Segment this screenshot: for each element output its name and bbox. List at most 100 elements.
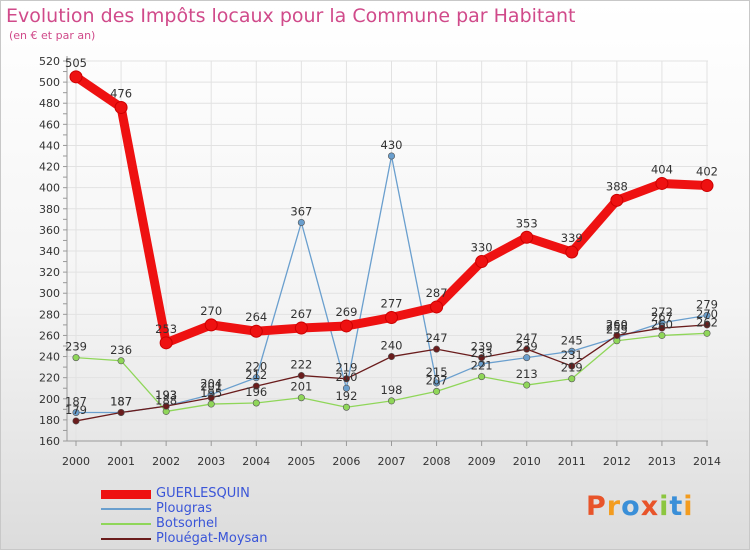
data-point [207,400,215,408]
data-point [478,354,486,362]
data-label: 404 [651,162,673,176]
data-point [252,382,260,390]
data-label: 220 [245,360,267,374]
y-tick-label: 420 [39,161,60,174]
legend-swatch-plougras [101,508,151,510]
x-tick-label: 2008 [423,455,451,468]
data-point [72,408,80,416]
data-label: 262 [696,315,718,329]
x-tick-label: 2000 [62,455,90,468]
logo-letter: P [586,491,607,522]
series-layer [69,70,714,425]
data-point [117,408,125,416]
data-label: 193 [155,388,177,402]
data-label: 339 [561,231,583,245]
y-tick-label: 400 [39,182,60,195]
x-tick-label: 2003 [197,455,225,468]
data-point [655,176,669,190]
legend-swatch-plouegat-moysan [101,538,151,540]
data-label: 236 [110,343,132,357]
data-label: 255 [606,323,628,337]
data-label: 219 [561,361,583,375]
data-label: 187 [110,395,132,409]
data-point [342,403,350,411]
data-label: 222 [290,358,312,372]
data-label: 198 [381,383,403,397]
y-tick-label: 160 [39,435,60,448]
x-tick-label: 2014 [693,455,721,468]
data-point [433,387,441,395]
x-tick-label: 2013 [648,455,676,468]
data-label: 212 [245,368,267,382]
data-label: 272 [651,305,673,319]
legend-swatch-botsorhel [101,523,151,525]
chart-title: Evolution des Impôts locaux pour la Comm… [6,5,576,27]
data-label: 430 [381,138,403,152]
data-point [475,255,489,269]
data-label: 207 [426,373,448,387]
x-tick-label: 2007 [378,455,406,468]
data-label: 267 [290,307,312,321]
y-tick-label: 380 [39,203,60,216]
y-tick-label: 460 [39,118,60,131]
y-tick-label: 440 [39,139,60,152]
legend-label: GUERLESQUIN [156,486,250,501]
data-point [252,399,260,407]
data-label: 187 [110,395,132,409]
data-label: 402 [696,165,718,179]
data-label: 270 [696,307,718,321]
y-tick-label: 480 [39,97,60,110]
data-label: 213 [516,367,538,381]
data-point [523,345,531,353]
data-label: 187 [65,395,87,409]
logo-letter: i [683,491,694,522]
logo-letter: r [606,491,622,522]
data-label: 204 [200,377,222,391]
data-label: 253 [155,322,177,336]
grid-layer: 160 180 200 220 240 260 280 300 320 340 360 380 400 4… [39,55,721,468]
y-tick-label: 180 [39,414,60,427]
data-point [72,354,80,362]
x-tick-label: 2001 [107,455,135,468]
data-point [114,100,128,114]
x-tick-label: 2011 [558,455,586,468]
chart-subtitle: (en € et par an) [9,29,96,42]
logo-letter: i [659,491,670,522]
data-label: 247 [426,331,448,345]
data-label: 247 [516,331,538,345]
x-tick-label: 2004 [242,455,270,468]
data-point [700,179,714,193]
data-label: 219 [335,361,357,375]
data-label: 233 [471,346,493,360]
data-label: 353 [516,216,538,230]
data-label: 245 [561,333,583,347]
y-tick-label: 520 [39,55,60,68]
data-point [159,336,173,350]
data-label: 215 [426,365,448,379]
data-point [523,354,531,362]
legend-swatch-guerlesquin [101,490,151,499]
data-point [249,324,263,338]
y-tick-label: 320 [39,266,60,279]
data-point [342,384,350,392]
data-point [565,245,579,259]
x-tick-label: 2002 [152,455,180,468]
data-point [342,375,350,383]
x-tick-label: 2009 [468,455,496,468]
data-label: 330 [471,241,493,255]
data-point [69,70,83,84]
y-tick-label: 220 [39,372,60,385]
x-tick-label: 2006 [332,455,360,468]
data-label: 239 [65,340,87,354]
y-tick-label: 300 [39,287,60,300]
data-point [523,381,531,389]
data-point [613,331,621,339]
legend-label: Plougras [156,501,212,516]
data-point [568,375,576,383]
y-tick-label: 280 [39,308,60,321]
data-point [610,193,624,207]
data-label: 476 [110,86,132,100]
